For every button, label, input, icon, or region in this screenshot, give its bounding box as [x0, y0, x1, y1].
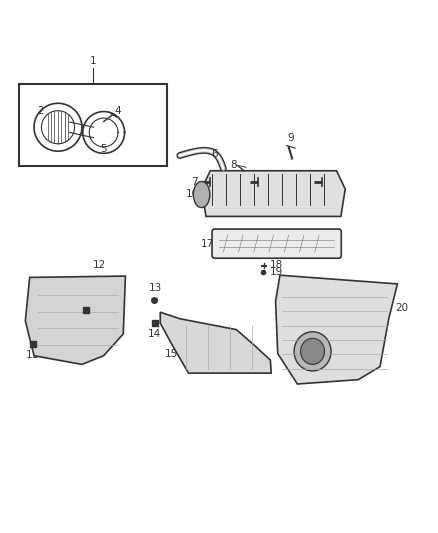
- Text: 18: 18: [269, 260, 283, 270]
- Text: 17: 17: [201, 239, 214, 249]
- Text: 11: 11: [26, 350, 39, 360]
- Polygon shape: [276, 275, 397, 384]
- FancyBboxPatch shape: [212, 229, 341, 258]
- Text: 7: 7: [239, 177, 246, 187]
- Text: 9: 9: [287, 133, 294, 143]
- Ellipse shape: [193, 181, 210, 207]
- Text: 20: 20: [395, 303, 408, 313]
- Text: 15: 15: [165, 350, 178, 359]
- Text: 2: 2: [37, 106, 44, 116]
- Text: 8: 8: [230, 160, 237, 169]
- Text: 19: 19: [269, 267, 283, 277]
- Ellipse shape: [300, 338, 325, 365]
- Text: 10: 10: [186, 189, 199, 199]
- Text: 1: 1: [89, 56, 96, 66]
- Ellipse shape: [294, 332, 331, 371]
- Text: 16: 16: [215, 350, 228, 359]
- Text: 5: 5: [100, 144, 107, 154]
- Text: 7: 7: [303, 177, 309, 187]
- Text: 4: 4: [115, 106, 121, 116]
- Bar: [19, 84, 167, 166]
- Polygon shape: [160, 312, 271, 373]
- Text: 7: 7: [191, 177, 198, 187]
- Text: 11: 11: [68, 305, 81, 315]
- Text: 14: 14: [148, 329, 161, 339]
- Text: 12: 12: [93, 260, 106, 270]
- Text: 13: 13: [149, 284, 162, 294]
- Text: 6: 6: [212, 149, 218, 159]
- Polygon shape: [201, 171, 345, 216]
- Polygon shape: [25, 276, 125, 365]
